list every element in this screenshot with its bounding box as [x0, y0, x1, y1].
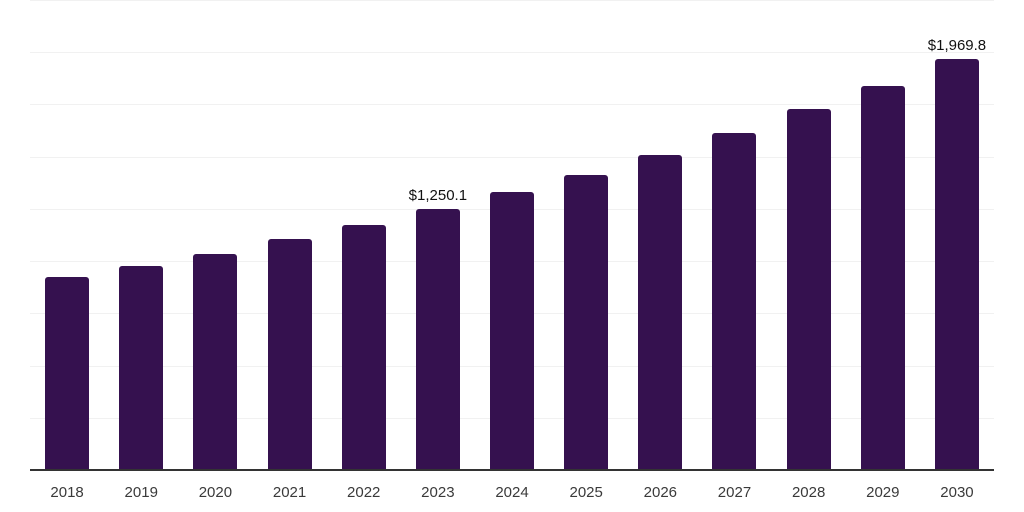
x-tick-label-2019: 2019 — [124, 484, 158, 501]
x-tick-label-2024: 2024 — [495, 484, 529, 501]
bar-slot-2022 — [327, 0, 401, 470]
gridline-2250 — [30, 0, 994, 1]
bar-2020 — [193, 253, 238, 470]
bar-slot-2018 — [30, 0, 104, 470]
bar-2018 — [45, 277, 90, 470]
bar-2023 — [415, 208, 460, 470]
bar-slot-2025 — [549, 0, 623, 470]
bar-2029 — [860, 85, 905, 470]
bar-2024 — [490, 191, 535, 470]
bar-slot-2029 — [846, 0, 920, 470]
bar-2021 — [267, 238, 312, 470]
bar-2022 — [341, 224, 386, 470]
bar-slot-2021 — [252, 0, 326, 470]
x-tick-label-2026: 2026 — [643, 484, 678, 501]
x-axis-tick-labels: 2018 2019 2020 2021 2022 2023 2024 2025 2026 2027… — [30, 484, 994, 502]
bar-slot-2020 — [178, 0, 252, 470]
x-tick-label-2028: 2028 — [791, 484, 826, 501]
bar-2027 — [712, 132, 757, 470]
x-axis-line — [30, 469, 994, 471]
x-tick-label-2018: 2018 — [50, 484, 84, 501]
x-tick-label-2030: 2030 — [940, 484, 974, 501]
gridline-1750 — [30, 104, 994, 106]
x-tick-label-2029: 2029 — [866, 484, 900, 501]
gridline-1500 — [30, 156, 994, 158]
bar-slot-2028 — [772, 0, 846, 470]
bar-2026 — [638, 155, 683, 470]
bar-value-label-2030: $1,969.8 — [927, 36, 987, 54]
bar-slot-2027 — [697, 0, 771, 470]
bar-2019 — [119, 266, 164, 470]
bar-2025 — [564, 174, 609, 470]
bar-2028 — [786, 109, 831, 470]
bar-slot-2019 — [104, 0, 178, 470]
bar-slot-2023: $1,250.1 — [401, 0, 475, 470]
gridline-2000 — [30, 52, 994, 54]
x-tick-label-2027: 2027 — [717, 484, 752, 501]
x-tick-label-2021: 2021 — [272, 484, 307, 501]
bar-value-label-2023: $1,250.1 — [408, 186, 468, 204]
x-tick-label-2020: 2020 — [198, 484, 233, 501]
x-tick-label-2023: 2023 — [421, 484, 455, 501]
bar-slot-2024 — [475, 0, 549, 470]
bar-slot-2030: $1,969.8 — [920, 0, 994, 470]
bar-2030 — [934, 58, 979, 470]
plot-area: $1,250.1 $1,969.8 — [30, 0, 994, 470]
x-tick-label-2025: 2025 — [569, 484, 603, 501]
x-tick-label-2022: 2022 — [347, 484, 381, 501]
bar-slot-2026 — [623, 0, 697, 470]
bars-container: $1,250.1 $1,969.8 — [30, 0, 994, 470]
